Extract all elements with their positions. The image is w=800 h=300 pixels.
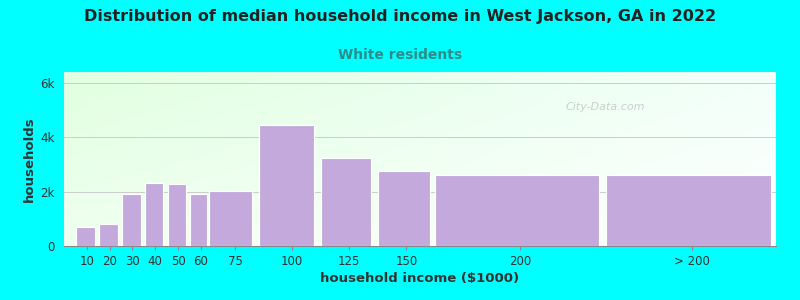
Text: City-Data.com: City-Data.com: [566, 102, 645, 112]
Bar: [190, 194, 207, 246]
Bar: [606, 175, 770, 246]
Bar: [378, 171, 430, 246]
Bar: [434, 175, 599, 246]
Y-axis label: households: households: [22, 116, 36, 202]
X-axis label: household income ($1000): household income ($1000): [321, 272, 519, 285]
Bar: [321, 158, 371, 246]
Bar: [259, 125, 314, 246]
Bar: [99, 224, 118, 246]
Text: Distribution of median household income in West Jackson, GA in 2022: Distribution of median household income …: [84, 9, 716, 24]
Text: White residents: White residents: [338, 48, 462, 62]
Bar: [122, 194, 141, 246]
Bar: [76, 227, 95, 246]
Bar: [209, 191, 253, 246]
Bar: [168, 184, 186, 246]
Bar: [145, 184, 163, 246]
